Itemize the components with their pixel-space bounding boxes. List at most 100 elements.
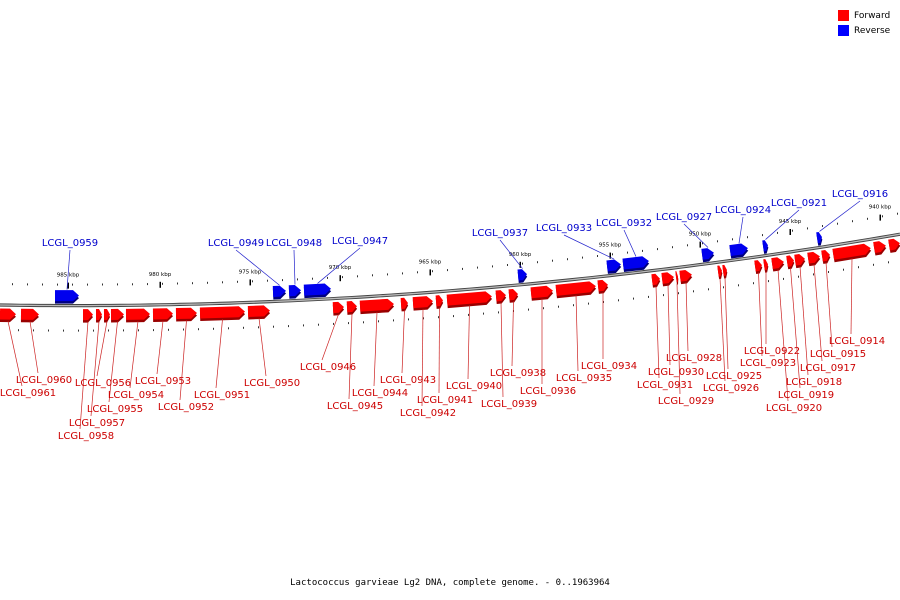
- minor-tick: [168, 328, 169, 331]
- gene-leader-line: [7, 321, 23, 387]
- forward-gene: [103, 308, 111, 323]
- forward-gene-unlabeled: [873, 241, 887, 256]
- gene-label-forward: LCGL_0942: [400, 408, 456, 419]
- minor-tick: [702, 242, 703, 245]
- minor-tick: [288, 325, 289, 328]
- minor-tick: [102, 283, 103, 286]
- gene-leader-line: [719, 277, 726, 382]
- minor-tick: [462, 267, 463, 270]
- gene-leader-line: [421, 308, 424, 407]
- forward-gene: [446, 291, 493, 309]
- forward-gene-body: [763, 259, 768, 271]
- minor-tick: [213, 327, 214, 330]
- forward-gene: [199, 306, 246, 322]
- minor-tick: [333, 322, 334, 325]
- gene-label-forward: LCGL_0938: [490, 368, 546, 379]
- forward-gene: [175, 307, 198, 322]
- minor-tick: [732, 238, 733, 241]
- minor-tick: [552, 259, 553, 262]
- gene-label-forward: LCGL_0943: [380, 375, 436, 386]
- minor-tick: [417, 271, 418, 274]
- forward-gene-body: [675, 271, 678, 283]
- forward-gene-unlabeled-body: [888, 238, 900, 251]
- minor-tick: [18, 329, 19, 332]
- forward-gene: [679, 269, 693, 285]
- minor-tick: [372, 274, 373, 277]
- minor-tick: [492, 265, 493, 268]
- forward-gene: [20, 308, 39, 323]
- gene-leader-line: [777, 269, 789, 402]
- gene-label-forward: LCGL_0960: [16, 375, 72, 386]
- minor-tick: [498, 311, 499, 314]
- gene-label-reverse: LCGL_0933: [536, 223, 592, 234]
- minor-tick: [138, 329, 139, 332]
- forward-gene-body: [412, 296, 433, 309]
- forward-gene-body: [508, 288, 518, 301]
- gene-label-forward: LCGL_0954: [108, 390, 164, 401]
- forward-gene-body: [771, 257, 784, 270]
- forward-gene-body: [495, 290, 506, 302]
- legend-label-reverse: Reverse: [854, 25, 891, 36]
- gene-leader-line: [850, 258, 853, 335]
- legend-item-reverse: Reverse: [838, 23, 898, 38]
- reverse-gene: [517, 269, 528, 283]
- minor-tick: [783, 277, 784, 280]
- forward-gene: [661, 272, 675, 287]
- forward-gene: [435, 295, 444, 309]
- forward-gene-body: [103, 308, 110, 321]
- reverse-gene-body: [729, 243, 748, 257]
- minor-tick: [753, 282, 754, 285]
- forward-gene: [717, 265, 723, 280]
- minor-tick: [363, 321, 364, 324]
- minor-tick: [822, 225, 823, 227]
- forward-gene: [821, 249, 831, 264]
- reverse-gene-body: [701, 248, 714, 260]
- scale-tick-label: 955 kbp: [599, 243, 622, 249]
- forward-gene-body: [786, 255, 794, 267]
- gene-leader-line: [66, 249, 71, 290]
- forward-gene-body: [199, 306, 245, 319]
- forward-gene-body: [555, 281, 596, 296]
- minor-tick: [228, 327, 229, 330]
- gene-leader-line: [96, 321, 108, 377]
- gene-label-forward: LCGL_0928: [666, 353, 722, 364]
- minor-tick: [342, 276, 343, 279]
- minor-tick: [543, 307, 544, 310]
- gene-leader-line: [215, 319, 223, 389]
- scale-tick-label: 950 kbp: [689, 232, 712, 238]
- reverse-gene: [729, 243, 749, 259]
- scale-tick-mark: [249, 279, 251, 286]
- reverse-gene-body: [54, 290, 79, 302]
- gene-label-reverse: LCGL_0924: [715, 205, 771, 216]
- forward-gene-body: [446, 291, 492, 306]
- minor-tick: [807, 227, 808, 230]
- scale-tick-mark: [429, 269, 431, 276]
- gene-label-forward: LCGL_0936: [520, 386, 576, 397]
- reverse-gene: [303, 283, 332, 299]
- scale-tick-mark: [339, 275, 341, 282]
- gene-leader-line: [799, 266, 809, 376]
- minor-tick: [558, 305, 559, 308]
- gene-label-forward: LCGL_0917: [800, 363, 856, 374]
- reverse-gene: [701, 248, 715, 263]
- forward-gene-body: [717, 265, 722, 277]
- gene-leader-line: [108, 321, 118, 403]
- minor-tick: [72, 283, 73, 286]
- minor-tick: [198, 328, 199, 331]
- forward-gene: [807, 251, 821, 267]
- forward-gene-body: [332, 301, 344, 314]
- gene-leader-line: [575, 295, 579, 372]
- gene-leader-line: [765, 209, 800, 240]
- minor-tick: [768, 280, 769, 283]
- minor-tick: [687, 244, 688, 247]
- minor-tick: [897, 212, 898, 215]
- gene-leader-line: [293, 249, 296, 285]
- forward-gene-body: [661, 272, 674, 284]
- forward-gene-body: [247, 305, 270, 317]
- minor-tick: [522, 262, 523, 265]
- minor-tick: [657, 248, 658, 251]
- gene-label-forward: LCGL_0952: [158, 402, 214, 413]
- gene-label-forward: LCGL_0956: [75, 378, 131, 389]
- gene-label-forward: LCGL_0951: [194, 390, 250, 401]
- forward-gene: [495, 290, 507, 304]
